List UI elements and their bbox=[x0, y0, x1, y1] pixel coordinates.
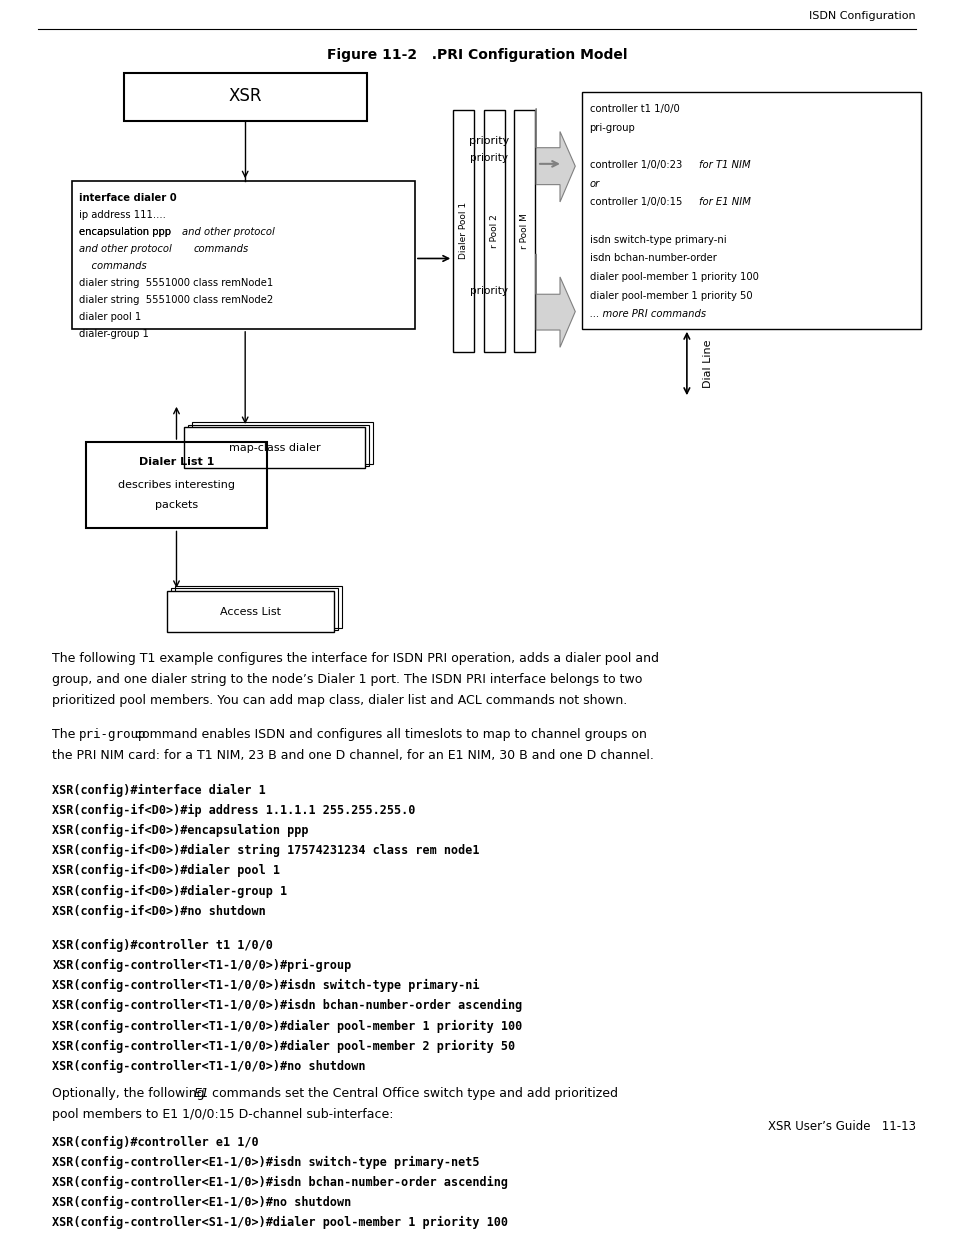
Text: XSR(config-controller<E1-1/0>)#isdn bchan-number-order ascending: XSR(config-controller<E1-1/0>)#isdn bcha… bbox=[52, 1176, 508, 1189]
Text: controller 1/0/0:23: controller 1/0/0:23 bbox=[589, 159, 684, 170]
Text: dialer string  5551000 class remNode1: dialer string 5551000 class remNode1 bbox=[79, 278, 274, 288]
Text: priority: priority bbox=[470, 285, 508, 296]
Text: XSR(config-controller<T1-1/0/0>)#dialer pool-member 2 priority 50: XSR(config-controller<T1-1/0/0>)#dialer … bbox=[52, 1040, 515, 1052]
Text: XSR(config-if<D0>)#dialer string 17574231234 class rem node1: XSR(config-if<D0>)#dialer string 1757423… bbox=[52, 844, 479, 857]
Text: pri-group: pri-group bbox=[589, 122, 635, 132]
Text: dialer-group 1: dialer-group 1 bbox=[79, 330, 149, 340]
Text: XSR User’s Guide   11-13: XSR User’s Guide 11-13 bbox=[767, 1120, 915, 1134]
Text: dialer string  5551000 class remNode2: dialer string 5551000 class remNode2 bbox=[79, 295, 274, 305]
Text: dialer pool-member 1 priority 50: dialer pool-member 1 priority 50 bbox=[589, 290, 751, 301]
Text: Dialer Pool 1: Dialer Pool 1 bbox=[458, 203, 468, 259]
Text: the PRI NIM card: for a T1 NIM, 23 B and one D channel, for an E1 NIM, 30 B and : the PRI NIM card: for a T1 NIM, 23 B and… bbox=[52, 748, 654, 762]
Text: commands: commands bbox=[193, 245, 249, 254]
Text: XSR: XSR bbox=[229, 86, 262, 105]
Text: XSR(config-if<D0>)#dialer-group 1: XSR(config-if<D0>)#dialer-group 1 bbox=[52, 884, 287, 898]
Text: Dial Line: Dial Line bbox=[702, 340, 712, 388]
Text: map-class dialer: map-class dialer bbox=[229, 442, 320, 453]
Text: for T1 NIM: for T1 NIM bbox=[699, 159, 750, 170]
Text: and other protocol: and other protocol bbox=[79, 245, 172, 254]
Text: XSR(config)#interface dialer 1: XSR(config)#interface dialer 1 bbox=[52, 783, 266, 797]
Text: XSR(config-if<D0>)#no shutdown: XSR(config-if<D0>)#no shutdown bbox=[52, 905, 266, 918]
Text: dialer pool 1: dialer pool 1 bbox=[79, 312, 141, 322]
Text: encapsulation ppp: encapsulation ppp bbox=[79, 227, 174, 237]
Text: XSR(config-if<D0>)#encapsulation ppp: XSR(config-if<D0>)#encapsulation ppp bbox=[52, 824, 309, 837]
Text: packets: packets bbox=[154, 500, 198, 510]
Text: commands set the Central Office switch type and add prioritized: commands set the Central Office switch t… bbox=[208, 1087, 618, 1100]
FancyBboxPatch shape bbox=[167, 590, 334, 632]
Text: encapsulation ppp: encapsulation ppp bbox=[79, 227, 174, 237]
Text: command enables ISDN and configures all timeslots to map to channel groups on: command enables ISDN and configures all … bbox=[131, 729, 646, 741]
Text: XSR(config)#controller e1 1/0: XSR(config)#controller e1 1/0 bbox=[52, 1135, 259, 1149]
Text: commands: commands bbox=[79, 261, 147, 270]
Text: priority: priority bbox=[470, 153, 508, 163]
Text: controller t1 1/0/0: controller t1 1/0/0 bbox=[589, 104, 679, 114]
Text: r Pool M: r Pool M bbox=[519, 212, 529, 248]
Text: XSR(config-controller<E1-1/0>)#isdn switch-type primary-net5: XSR(config-controller<E1-1/0>)#isdn swit… bbox=[52, 1156, 479, 1168]
Text: XSR(config-controller<T1-1/0/0>)#no shutdown: XSR(config-controller<T1-1/0/0>)#no shut… bbox=[52, 1060, 366, 1073]
Text: controller 1/0/0:15: controller 1/0/0:15 bbox=[589, 198, 684, 207]
Text: XSR(config-if<D0>)#ip address 1.1.1.1 255.255.255.0: XSR(config-if<D0>)#ip address 1.1.1.1 25… bbox=[52, 804, 416, 816]
Text: for E1 NIM: for E1 NIM bbox=[699, 198, 750, 207]
Text: or: or bbox=[589, 179, 599, 189]
Text: r Pool 2: r Pool 2 bbox=[489, 214, 498, 248]
Text: group, and one dialer string to the node’s Dialer 1 port. The ISDN PRI interface: group, and one dialer string to the node… bbox=[52, 673, 642, 685]
Text: XSR(config-controller<E1-1/0>)#no shutdown: XSR(config-controller<E1-1/0>)#no shutdo… bbox=[52, 1195, 352, 1209]
Text: ... more PRI commands: ... more PRI commands bbox=[589, 310, 705, 320]
Text: XSR(config)#controller t1 1/0/0: XSR(config)#controller t1 1/0/0 bbox=[52, 939, 274, 952]
Text: Figure 11-2   .PRI Configuration Model: Figure 11-2 .PRI Configuration Model bbox=[327, 48, 626, 63]
Text: interface dialer 0: interface dialer 0 bbox=[79, 193, 176, 203]
Text: Optionally, the following: Optionally, the following bbox=[52, 1087, 209, 1100]
Text: isdn switch-type primary-ni: isdn switch-type primary-ni bbox=[589, 235, 725, 245]
Text: E1: E1 bbox=[193, 1087, 210, 1100]
Text: ISDN Configuration: ISDN Configuration bbox=[808, 11, 915, 21]
Text: XSR(config-controller<T1-1/0/0>)#dialer pool-member 1 priority 100: XSR(config-controller<T1-1/0/0>)#dialer … bbox=[52, 1019, 522, 1032]
Text: pool members to E1 1/0/0:15 D-channel sub-interface:: pool members to E1 1/0/0:15 D-channel su… bbox=[52, 1108, 394, 1120]
Text: Access List: Access List bbox=[220, 606, 281, 616]
Text: priority: priority bbox=[469, 136, 509, 146]
Text: XSR(config-controller<S1-1/0>)#dialer pool-member 1 priority 100: XSR(config-controller<S1-1/0>)#dialer po… bbox=[52, 1216, 508, 1229]
Text: and other protocol: and other protocol bbox=[182, 227, 274, 237]
Text: The: The bbox=[52, 729, 80, 741]
Text: The following T1 example configures the interface for ISDN PRI operation, adds a: The following T1 example configures the … bbox=[52, 652, 659, 664]
Text: XSR(config-controller<T1-1/0/0>)#isdn bchan-number-order ascending: XSR(config-controller<T1-1/0/0>)#isdn bc… bbox=[52, 999, 522, 1013]
Text: XSR(config-controller<T1-1/0/0>)#isdn switch-type primary-ni: XSR(config-controller<T1-1/0/0>)#isdn sw… bbox=[52, 979, 479, 992]
Text: XSR(config-if<D0>)#dialer pool 1: XSR(config-if<D0>)#dialer pool 1 bbox=[52, 864, 280, 877]
Text: describes interesting: describes interesting bbox=[118, 479, 234, 489]
Text: ip address 111....: ip address 111.... bbox=[79, 210, 166, 220]
FancyBboxPatch shape bbox=[184, 427, 365, 468]
Text: prioritized pool members. You can add map class, dialer list and ACL commands no: prioritized pool members. You can add ma… bbox=[52, 694, 627, 706]
Text: pri-group: pri-group bbox=[79, 729, 147, 741]
Polygon shape bbox=[536, 254, 575, 347]
Text: Dialer List 1: Dialer List 1 bbox=[138, 457, 214, 467]
Text: dialer pool-member 1 priority 100: dialer pool-member 1 priority 100 bbox=[589, 272, 758, 282]
Text: isdn bchan-number-order: isdn bchan-number-order bbox=[589, 253, 716, 263]
Polygon shape bbox=[536, 109, 575, 203]
Text: XSR(config-controller<T1-1/0/0>)#pri-group: XSR(config-controller<T1-1/0/0>)#pri-gro… bbox=[52, 958, 352, 972]
